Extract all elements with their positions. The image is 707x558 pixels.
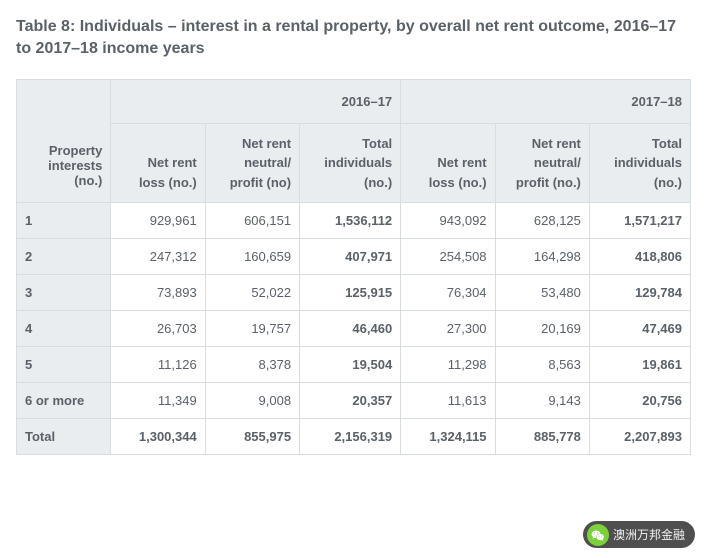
table-row: 6 or more11,3499,00820,35711,6139,14320,… xyxy=(17,383,691,419)
cell: 160,659 xyxy=(205,239,299,275)
cell: 2,156,319 xyxy=(300,419,401,455)
cell: 20,756 xyxy=(589,383,690,419)
cell: 8,378 xyxy=(205,347,299,383)
table-row: 426,70319,75746,46027,30020,16947,469 xyxy=(17,311,691,347)
cell: 855,975 xyxy=(205,419,299,455)
row-header: Property interests (no.) xyxy=(17,79,111,203)
cell: 2,207,893 xyxy=(589,419,690,455)
cell: 27,300 xyxy=(401,311,495,347)
cell: 20,357 xyxy=(300,383,401,419)
row-label: Total xyxy=(17,419,111,455)
cell: 52,022 xyxy=(205,275,299,311)
cell: 19,861 xyxy=(589,347,690,383)
cell: 53,480 xyxy=(495,275,589,311)
table-body: 1929,961606,1511,536,112943,092628,1251,… xyxy=(17,203,691,455)
table-row: 1929,961606,1511,536,112943,092628,1251,… xyxy=(17,203,691,239)
row-label: 1 xyxy=(17,203,111,239)
total-row: Total1,300,344855,9752,156,3191,324,1158… xyxy=(17,419,691,455)
cell: 164,298 xyxy=(495,239,589,275)
cell: 11,349 xyxy=(111,383,205,419)
watermark-text: 澳洲万邦金融 xyxy=(613,526,685,543)
col-header: Total individuals (no.) xyxy=(300,123,401,203)
cell: 929,961 xyxy=(111,203,205,239)
cell: 129,784 xyxy=(589,275,690,311)
cell: 1,324,115 xyxy=(401,419,495,455)
cell: 47,469 xyxy=(589,311,690,347)
table-title: Table 8: Individuals – interest in a ren… xyxy=(16,16,691,61)
cell: 11,298 xyxy=(401,347,495,383)
col-header: Net rent neutral/ profit (no.) xyxy=(495,123,589,203)
cell: 407,971 xyxy=(300,239,401,275)
cell: 9,008 xyxy=(205,383,299,419)
cell: 418,806 xyxy=(589,239,690,275)
row-label: 6 or more xyxy=(17,383,111,419)
table-row: 511,1268,37819,50411,2988,56319,861 xyxy=(17,347,691,383)
table-row: 2247,312160,659407,971254,508164,298418,… xyxy=(17,239,691,275)
table-row: 373,89352,022125,91576,30453,480129,784 xyxy=(17,275,691,311)
row-label: 3 xyxy=(17,275,111,311)
col-header: Net rent loss (no.) xyxy=(401,123,495,203)
cell: 20,169 xyxy=(495,311,589,347)
cell: 26,703 xyxy=(111,311,205,347)
row-label: 4 xyxy=(17,311,111,347)
cell: 11,613 xyxy=(401,383,495,419)
cell: 885,778 xyxy=(495,419,589,455)
col-header: Net rent neutral/ profit (no) xyxy=(205,123,299,203)
cell: 1,300,344 xyxy=(111,419,205,455)
cell: 9,143 xyxy=(495,383,589,419)
cell: 606,151 xyxy=(205,203,299,239)
cell: 1,536,112 xyxy=(300,203,401,239)
cell: 943,092 xyxy=(401,203,495,239)
col-header: Net rent loss (no.) xyxy=(111,123,205,203)
row-label: 2 xyxy=(17,239,111,275)
cell: 19,504 xyxy=(300,347,401,383)
col-header: Total individuals (no.) xyxy=(589,123,690,203)
cell: 254,508 xyxy=(401,239,495,275)
cell: 73,893 xyxy=(111,275,205,311)
year-group-2016: 2016–17 xyxy=(111,79,401,123)
cell: 8,563 xyxy=(495,347,589,383)
cell: 1,571,217 xyxy=(589,203,690,239)
watermark: 澳洲万邦金融 xyxy=(583,521,695,548)
year-group-2017: 2017–18 xyxy=(401,79,691,123)
data-table: Property interests (no.) 2016–17 2017–18… xyxy=(16,79,691,456)
cell: 125,915 xyxy=(300,275,401,311)
cell: 19,757 xyxy=(205,311,299,347)
cell: 46,460 xyxy=(300,311,401,347)
wechat-icon xyxy=(587,524,609,546)
row-label: 5 xyxy=(17,347,111,383)
cell: 11,126 xyxy=(111,347,205,383)
cell: 247,312 xyxy=(111,239,205,275)
cell: 76,304 xyxy=(401,275,495,311)
cell: 628,125 xyxy=(495,203,589,239)
